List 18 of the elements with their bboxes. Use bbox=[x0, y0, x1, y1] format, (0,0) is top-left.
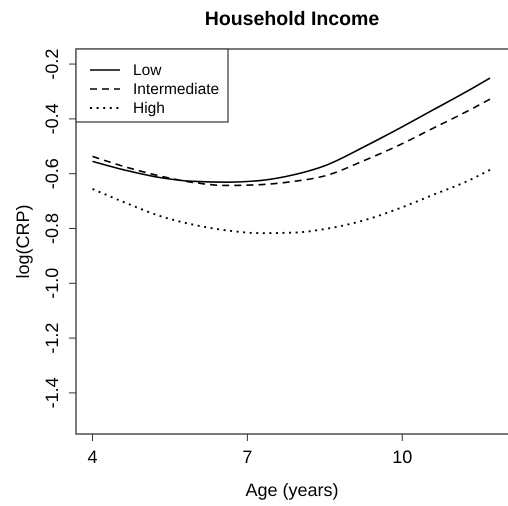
line-series bbox=[92, 168, 491, 234]
x-tick-label: 10 bbox=[392, 447, 412, 467]
legend-label: High bbox=[133, 100, 165, 117]
y-axis-title: log(CRP) bbox=[13, 204, 33, 279]
y-tick-label: -1.4 bbox=[42, 377, 62, 408]
x-axis-title: Age (years) bbox=[245, 480, 339, 500]
x-tick-label: 4 bbox=[88, 447, 98, 467]
y-tick-label: -0.4 bbox=[42, 103, 62, 134]
legend-label: Intermediate bbox=[133, 81, 220, 98]
chart-title: Household Income bbox=[204, 8, 380, 30]
y-tick-label: -0.6 bbox=[42, 158, 62, 190]
y-tick-label: -0.2 bbox=[42, 48, 62, 80]
y-tick-label: -1.2 bbox=[42, 322, 62, 354]
y-tick-label: -0.8 bbox=[42, 212, 62, 244]
x-tick-label: 7 bbox=[242, 447, 252, 467]
y-tick-label: -1.0 bbox=[42, 268, 62, 299]
line-series bbox=[92, 77, 491, 183]
legend-label: Low bbox=[133, 62, 162, 79]
